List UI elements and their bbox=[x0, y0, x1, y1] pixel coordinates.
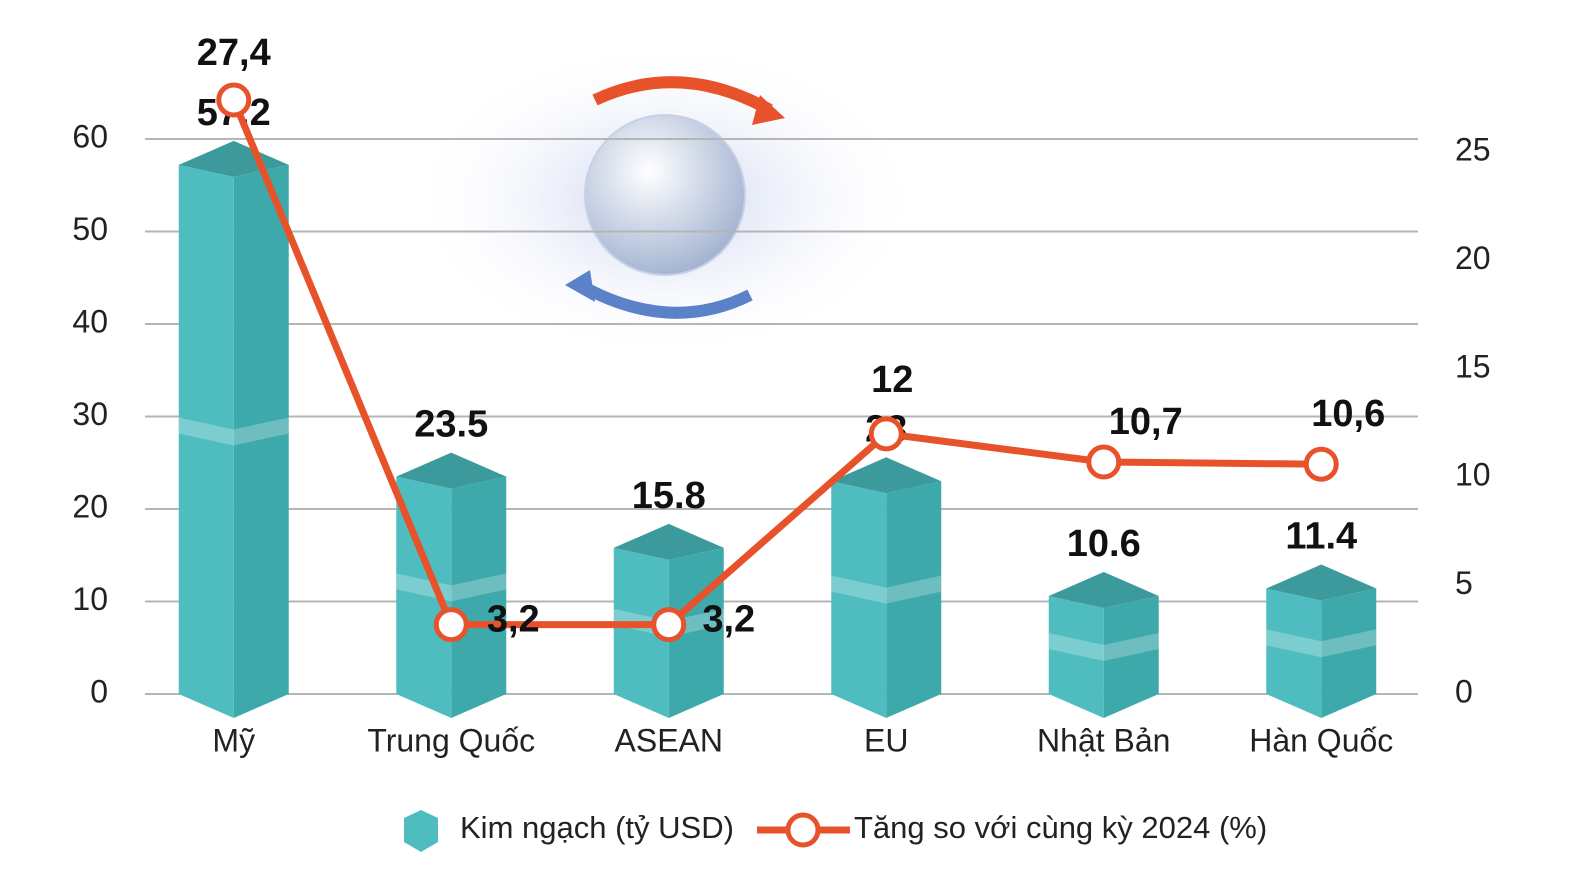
x-tick-label: Hàn Quốc bbox=[1249, 722, 1393, 758]
bar-band bbox=[1048, 632, 1159, 661]
line-marker bbox=[1303, 446, 1339, 482]
y-tick-label: 0 bbox=[90, 673, 108, 709]
bar-band bbox=[396, 573, 507, 602]
legend-label: Kim ngạch (tỷ USD) bbox=[460, 810, 734, 845]
x-tick-label: Trung Quốc bbox=[367, 722, 535, 758]
line-value-label: 10,6 bbox=[1311, 393, 1385, 435]
bar-left-face bbox=[613, 547, 669, 718]
bar bbox=[831, 457, 942, 718]
bar bbox=[613, 523, 724, 718]
legend: Kim ngạch (tỷ USD) Tăng so với cùng kỳ 2… bbox=[404, 810, 1267, 852]
y-tick-label: 50 bbox=[72, 211, 108, 247]
bar-top-face bbox=[1266, 564, 1377, 601]
legend-bar-swatch bbox=[404, 810, 438, 852]
bar bbox=[1266, 564, 1377, 718]
bar-left-face bbox=[178, 164, 234, 718]
x-tick-label: Nhật Bản bbox=[1037, 722, 1170, 758]
y2-tick-label: 15 bbox=[1455, 348, 1491, 384]
bar bbox=[1048, 571, 1159, 718]
y2-tick-label: 20 bbox=[1455, 240, 1491, 276]
bar-top-face bbox=[396, 452, 507, 489]
line-marker bbox=[433, 607, 469, 643]
legend-label: Tăng so với cùng kỳ 2024 (%) bbox=[854, 810, 1267, 845]
bar-band bbox=[178, 417, 289, 446]
line-marker bbox=[216, 82, 252, 118]
y2-tick-label: 5 bbox=[1455, 565, 1473, 601]
line-value-label: 27,4 bbox=[197, 32, 271, 74]
line-value-label: 3,2 bbox=[702, 599, 755, 641]
bar-left-face bbox=[1048, 595, 1104, 718]
bar-right-face bbox=[886, 481, 942, 718]
y-tick-label: 60 bbox=[72, 118, 108, 154]
line-value-label: 12 bbox=[871, 359, 913, 401]
line-marker bbox=[651, 607, 687, 643]
bar-top-face bbox=[1048, 571, 1159, 608]
y2-tick-label: 10 bbox=[1455, 457, 1491, 493]
line-marker bbox=[868, 416, 904, 452]
bar-left-face bbox=[1266, 588, 1322, 718]
bar-left-face bbox=[396, 476, 452, 718]
legend-marker bbox=[785, 812, 821, 848]
bar-band bbox=[831, 575, 942, 604]
bar-right-face bbox=[1103, 595, 1159, 718]
illustration bbox=[405, 40, 925, 360]
y-tick-label: 40 bbox=[72, 303, 108, 339]
y2-tick-label: 25 bbox=[1455, 131, 1491, 167]
x-tick-label: ASEAN bbox=[615, 722, 723, 758]
bar bbox=[396, 452, 507, 718]
bar-right-face bbox=[451, 476, 507, 718]
bar-top-face bbox=[613, 523, 724, 560]
bar-left-face bbox=[831, 481, 887, 718]
bar-value-label: 23.5 bbox=[414, 404, 488, 446]
bar-band bbox=[1266, 629, 1377, 658]
y-tick-label: 30 bbox=[72, 396, 108, 432]
plot-area: 0102030405060051015202557.223.515.82310.… bbox=[72, 32, 1490, 758]
bar-right-face bbox=[233, 164, 289, 718]
y2-tick-label: 0 bbox=[1455, 673, 1473, 709]
line-value-label: 3,2 bbox=[487, 599, 540, 641]
bar-value-label: 10.6 bbox=[1067, 523, 1141, 565]
y-tick-label: 10 bbox=[72, 581, 108, 617]
line bbox=[230, 98, 1322, 629]
y-tick-label: 20 bbox=[72, 488, 108, 524]
bar bbox=[178, 140, 289, 718]
line-value-label: 10,7 bbox=[1109, 401, 1183, 443]
bar-top-face bbox=[831, 457, 942, 494]
x-tick-label: Mỹ bbox=[212, 722, 255, 758]
bar-value-label: 15.8 bbox=[632, 475, 706, 517]
bar-value-label: 11.4 bbox=[1285, 516, 1357, 558]
line-marker bbox=[1086, 444, 1122, 480]
x-tick-label: EU bbox=[864, 722, 908, 758]
bar-right-face bbox=[1321, 588, 1377, 718]
